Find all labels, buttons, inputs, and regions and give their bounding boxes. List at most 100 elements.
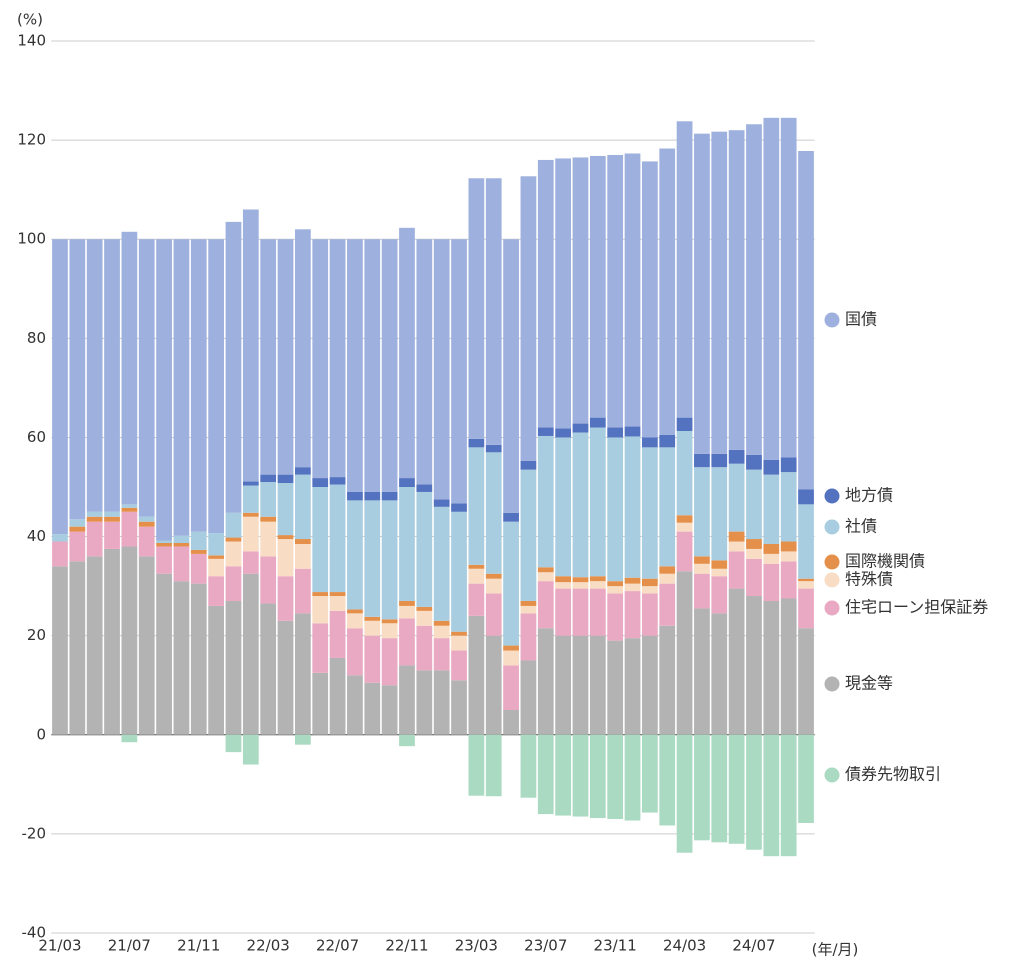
bar-segment bbox=[728, 588, 745, 735]
y-tick-label: 60 bbox=[27, 428, 46, 446]
y-tick-label: 40 bbox=[27, 527, 46, 545]
bar-segment bbox=[121, 546, 138, 735]
y-unit-label: (%) bbox=[17, 11, 43, 29]
bar-segment bbox=[312, 478, 329, 487]
bar-segment bbox=[503, 521, 519, 646]
bar-segment bbox=[624, 583, 641, 592]
bar-segment bbox=[156, 573, 172, 735]
x-tick-label: 22/03 bbox=[247, 937, 290, 955]
bar-segment bbox=[52, 534, 68, 542]
x-tick-label: 21/07 bbox=[108, 937, 151, 955]
bar-segment bbox=[399, 665, 415, 735]
bar-segment bbox=[104, 548, 120, 735]
y-tick-label: -20 bbox=[22, 824, 47, 842]
bar-segment bbox=[555, 576, 571, 583]
bar-segment bbox=[225, 512, 242, 538]
bar-segment bbox=[728, 130, 745, 450]
bar-segment bbox=[347, 613, 363, 629]
legend-swatch bbox=[824, 488, 840, 504]
bar-segment bbox=[295, 613, 311, 735]
bar-segment bbox=[173, 535, 190, 543]
bar-segment bbox=[485, 444, 502, 453]
bar-segment bbox=[433, 506, 450, 621]
bar-segment bbox=[121, 231, 138, 505]
bar-segment bbox=[780, 551, 797, 562]
bar-segment bbox=[121, 734, 138, 743]
bar-segment bbox=[312, 596, 329, 624]
bar-segment bbox=[694, 608, 710, 735]
bar-segment bbox=[624, 734, 641, 821]
bar-segment bbox=[503, 710, 519, 735]
y-tick-label: -40 bbox=[22, 924, 47, 942]
bar-segment bbox=[208, 239, 224, 534]
bar-segment bbox=[260, 603, 277, 735]
bar-segment bbox=[225, 566, 242, 601]
bar-segment bbox=[295, 539, 311, 544]
bar-segment bbox=[86, 239, 103, 512]
bar-segment bbox=[711, 467, 728, 561]
bar-segment bbox=[416, 239, 433, 485]
bar-segment bbox=[572, 432, 589, 578]
bar-segment bbox=[242, 512, 259, 517]
bar-segment bbox=[520, 176, 537, 461]
bar-segment bbox=[364, 500, 381, 617]
bar-segment bbox=[763, 563, 780, 601]
bar-segment bbox=[798, 581, 814, 589]
legend-label: 住宅ローン担保証券 bbox=[845, 598, 988, 617]
bar-segment bbox=[381, 685, 398, 735]
bar-segment bbox=[295, 467, 311, 475]
bar-segment bbox=[225, 221, 242, 513]
bar-segment bbox=[208, 555, 224, 559]
bar-segment bbox=[589, 576, 606, 582]
bar-segment bbox=[329, 592, 346, 597]
bar-segment bbox=[520, 469, 537, 601]
bar-segment bbox=[225, 537, 242, 542]
bar-segment bbox=[780, 734, 797, 857]
bar-segment bbox=[295, 568, 311, 614]
bar-segment bbox=[451, 239, 467, 504]
bar-segment bbox=[694, 563, 710, 574]
bar-segment bbox=[277, 576, 294, 621]
bar-segment bbox=[312, 592, 329, 597]
bar-segment bbox=[468, 568, 485, 584]
bar-segment bbox=[520, 734, 537, 798]
bar-segment bbox=[728, 449, 745, 464]
bar-segment bbox=[589, 734, 606, 819]
bar-segment bbox=[711, 734, 728, 843]
bar-segment bbox=[694, 453, 710, 468]
bar-segment bbox=[555, 734, 571, 816]
bar-segment bbox=[416, 484, 433, 492]
bar-segment bbox=[624, 591, 641, 639]
bar-segment bbox=[399, 487, 415, 601]
x-unit-label: (年/月) bbox=[812, 941, 859, 959]
bar-segment bbox=[607, 593, 624, 641]
bar-segment bbox=[624, 426, 641, 437]
bar-segment bbox=[676, 431, 693, 516]
bar-segment bbox=[676, 417, 693, 432]
bar-segment bbox=[694, 467, 710, 557]
bar-segment bbox=[746, 454, 762, 470]
bar-segment bbox=[780, 598, 797, 735]
bar-segment bbox=[676, 522, 693, 532]
bar-segment bbox=[746, 558, 762, 597]
bar-segment bbox=[607, 154, 624, 428]
bar-segment bbox=[242, 485, 259, 513]
bar-segment bbox=[138, 239, 155, 517]
bar-segment bbox=[798, 578, 814, 582]
bar-segment bbox=[295, 734, 311, 745]
bar-segment bbox=[572, 157, 589, 424]
bar-segment bbox=[329, 610, 346, 658]
bar-segment bbox=[485, 178, 502, 445]
bar-segment bbox=[537, 581, 554, 629]
bar-segment bbox=[642, 635, 658, 735]
legend-swatch bbox=[824, 572, 840, 588]
bar-segment bbox=[485, 593, 502, 636]
bar-segment bbox=[746, 539, 762, 549]
bar-segment bbox=[659, 625, 676, 735]
bar-segment bbox=[69, 526, 86, 532]
legend-label: 特殊債 bbox=[845, 570, 893, 589]
bar-segment bbox=[520, 660, 537, 735]
bar-segment bbox=[433, 625, 450, 639]
x-tick-label: 23/07 bbox=[524, 937, 567, 955]
bar-segment bbox=[451, 511, 467, 632]
